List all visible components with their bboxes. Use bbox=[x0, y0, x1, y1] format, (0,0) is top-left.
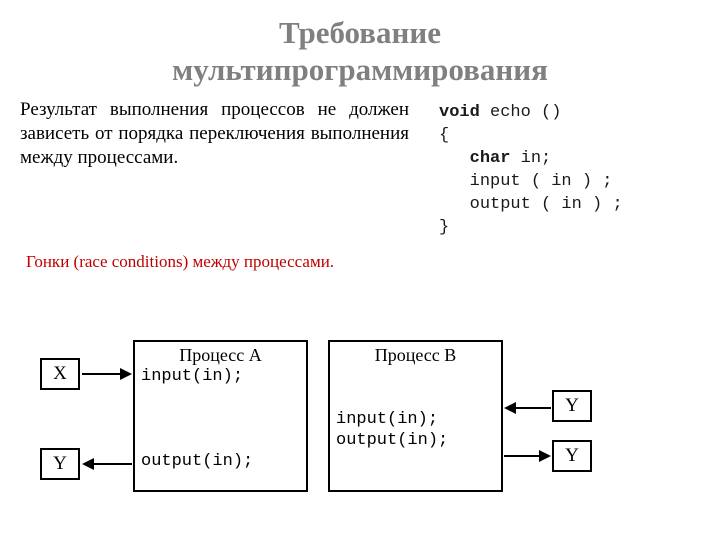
var-x-box: X bbox=[40, 358, 80, 390]
code-kw-void: void bbox=[439, 103, 480, 122]
arrow-x-to-a bbox=[82, 366, 132, 382]
process-a-box: Процесс А input(in); output(in); bbox=[133, 340, 308, 492]
process-b-title: Процесс В bbox=[330, 342, 501, 366]
code-l5: output ( in ) ; bbox=[439, 195, 623, 214]
code-l2: { bbox=[439, 126, 449, 145]
process-a-title: Процесс А bbox=[135, 342, 306, 366]
arrow-b-to-y-output bbox=[504, 448, 551, 464]
var-y-left-box: Y bbox=[40, 448, 80, 480]
code-l3c: in; bbox=[510, 149, 551, 168]
title-line1: Требование bbox=[279, 15, 441, 50]
procB-l1: input(in); bbox=[336, 410, 438, 429]
arrow-a-to-y bbox=[82, 456, 132, 472]
arrow-y-to-b-input bbox=[504, 400, 551, 416]
code-l6: } bbox=[439, 218, 449, 237]
procA-l2: output(in); bbox=[141, 452, 253, 471]
procA-l1: input(in); bbox=[141, 367, 243, 386]
code-kw-char: char bbox=[470, 149, 511, 168]
process-diagram: Процесс А input(in); output(in); Процесс… bbox=[0, 330, 720, 530]
procB-l2: output(in); bbox=[336, 431, 448, 450]
body-row: Результат выполнения процессов не должен… bbox=[0, 98, 720, 240]
process-a-code: input(in); output(in); bbox=[135, 366, 306, 472]
var-y-right-bottom-box: Y bbox=[552, 440, 592, 472]
main-paragraph: Результат выполнения процессов не должен… bbox=[20, 98, 409, 240]
process-b-code: input(in); output(in); bbox=[330, 366, 501, 451]
slide-title: Требование мультипрограммирования bbox=[0, 0, 720, 88]
code-l3a bbox=[439, 149, 470, 168]
process-b-box: Процесс В input(in); output(in); bbox=[328, 340, 503, 492]
code-l1b: echo () bbox=[480, 103, 562, 122]
code-l4: input ( in ) ; bbox=[439, 172, 612, 191]
code-block: void echo () { char in; input ( in ) ; o… bbox=[439, 98, 700, 240]
var-y-right-top-box: Y bbox=[552, 390, 592, 422]
race-condition-note: Гонки (race conditions) между процессами… bbox=[0, 240, 720, 272]
title-line2: мультипрограммирования bbox=[172, 52, 548, 87]
